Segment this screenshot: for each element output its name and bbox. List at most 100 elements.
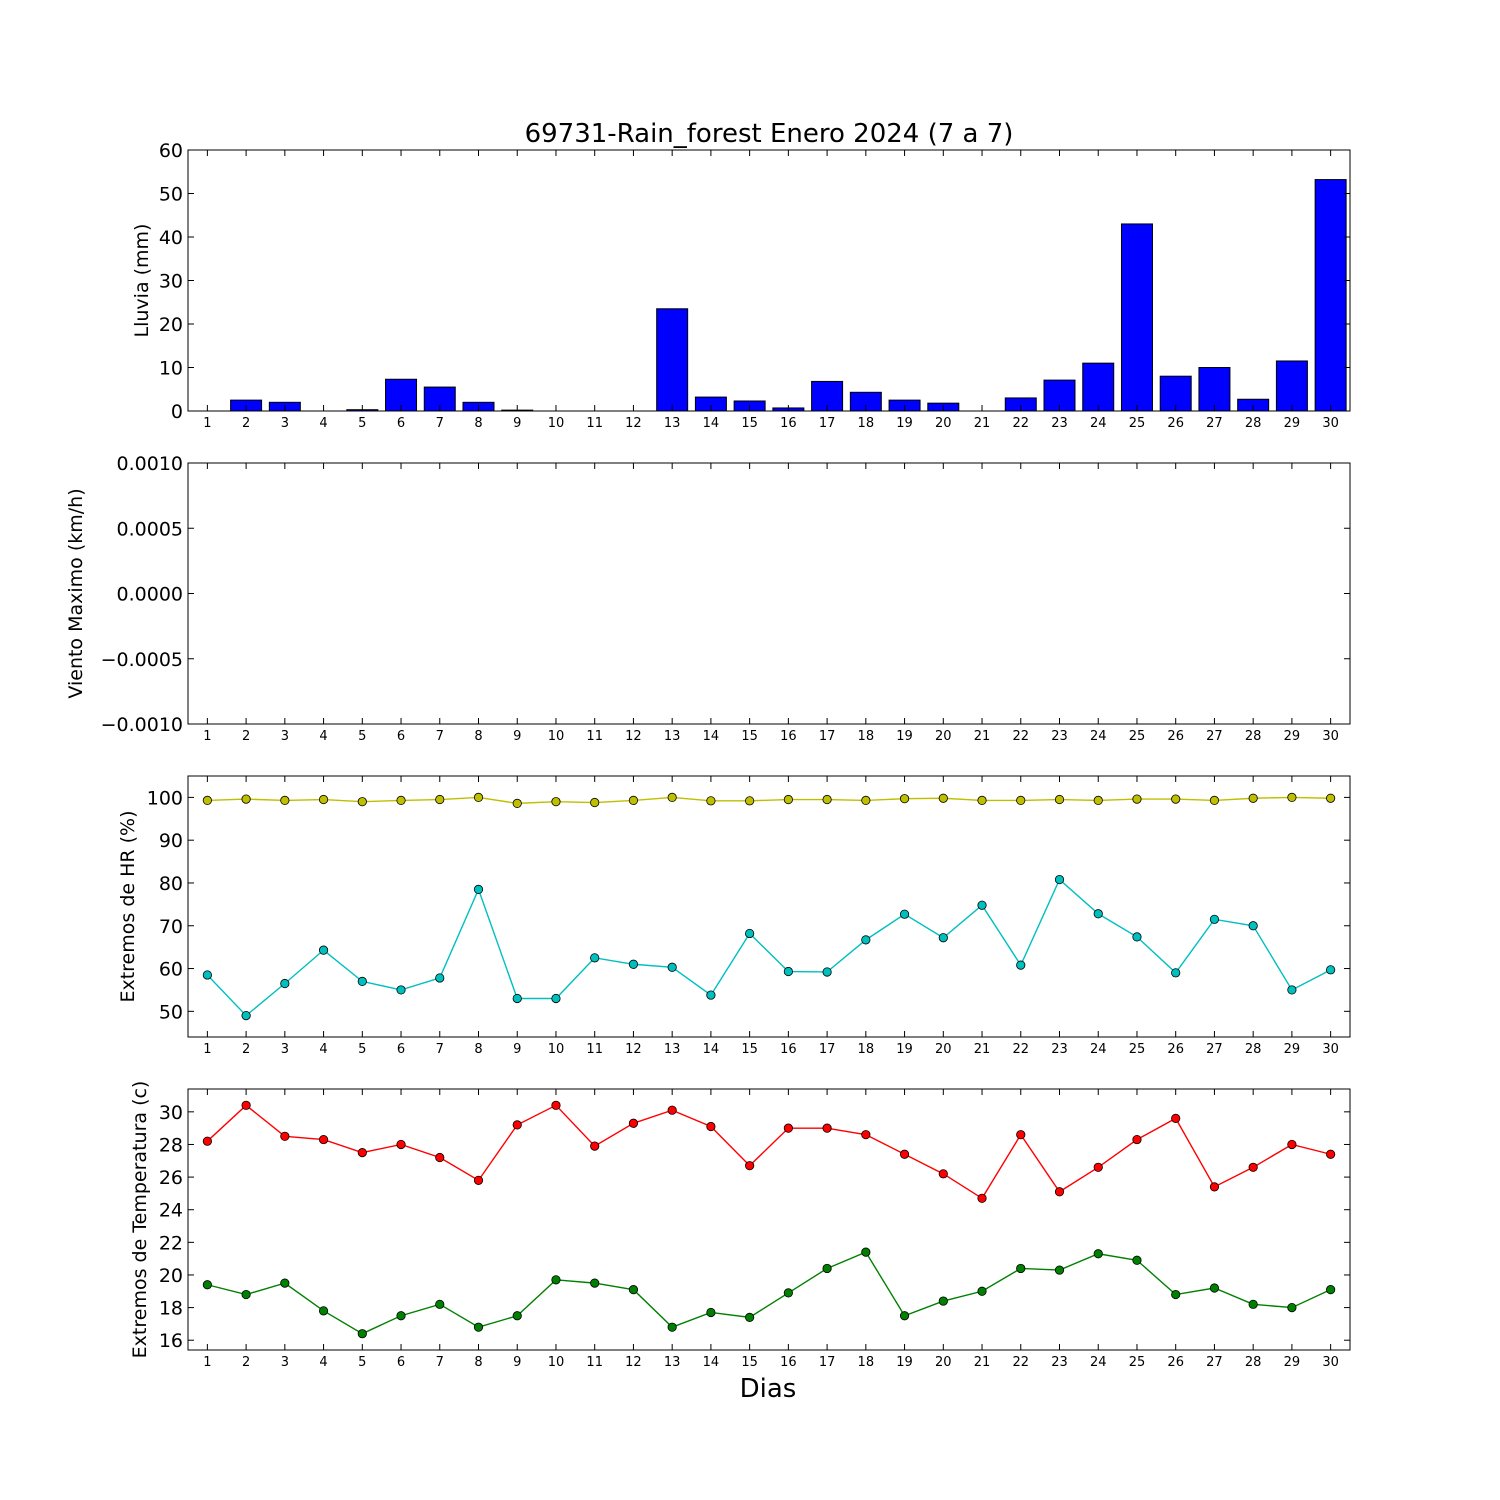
x-tick-label: 20: [935, 1042, 952, 1057]
x-tick-label: 17: [819, 416, 836, 431]
data-point: [512, 798, 522, 808]
x-tick-label: 24: [1090, 416, 1107, 431]
x-tick-label: 5: [358, 1355, 366, 1370]
x-tick-label: 15: [741, 1355, 758, 1370]
data-point: [667, 792, 677, 802]
x-tick-label: 1: [203, 416, 211, 431]
plot-frame: [187, 1088, 1351, 1351]
y-tick-label: 40: [159, 227, 183, 249]
x-tick-label: 3: [281, 416, 289, 431]
bar: [656, 308, 689, 412]
data-point: [1209, 795, 1220, 805]
data-point: [280, 1278, 290, 1288]
data-point: [396, 795, 406, 805]
x-tick-label: 27: [1206, 1042, 1223, 1057]
data-point: [628, 795, 639, 805]
data-point: [1132, 794, 1142, 804]
x-tick-label: 12: [625, 416, 642, 431]
x-tick-label: 28: [1245, 416, 1262, 431]
x-tick-label: 10: [548, 729, 565, 744]
x-tick-label: 17: [819, 1042, 836, 1057]
x-tick-label: 13: [664, 729, 681, 744]
x-axis-label: Dias: [740, 1374, 797, 1404]
data-point: [861, 795, 871, 805]
data-point: [1287, 1302, 1297, 1313]
x-tick-label: 8: [474, 1355, 482, 1370]
data-point: [590, 1141, 600, 1151]
data-point: [1287, 1139, 1297, 1150]
x-tick-label: 21: [974, 729, 991, 744]
data-point: [1171, 968, 1181, 978]
series-line: [207, 796, 1331, 805]
x-tick-label: 11: [586, 416, 603, 431]
y-tick-label: 0.0000: [117, 584, 183, 606]
x-tick-label: 6: [397, 729, 405, 744]
data-point: [435, 1152, 445, 1163]
data-point: [318, 1306, 329, 1316]
x-tick-label: 22: [1012, 1042, 1029, 1057]
data-point: [938, 1169, 948, 1179]
x-tick-label: 25: [1129, 416, 1146, 431]
x-tick-label: 19: [896, 1042, 913, 1057]
data-point: [706, 796, 716, 806]
x-tick-label: 9: [513, 1042, 521, 1057]
data-point: [590, 1278, 600, 1288]
data-point: [1326, 965, 1336, 975]
data-point: [396, 1311, 406, 1321]
data-point: [667, 1105, 677, 1115]
x-tick-label: 27: [1206, 729, 1223, 744]
x-tick-label: 5: [358, 1042, 366, 1057]
data-point: [745, 796, 755, 806]
data-point: [1248, 1299, 1258, 1309]
x-tick-label: 13: [664, 1042, 681, 1057]
x-tick-label: 30: [1322, 416, 1339, 431]
data-point: [435, 1299, 445, 1309]
y-axis-label: Extremos de HR (%): [117, 810, 139, 1002]
x-tick-label: 19: [896, 1355, 913, 1370]
x-tick-label: 18: [858, 1042, 875, 1057]
x-tick-label: 19: [896, 729, 913, 744]
data-point: [938, 933, 948, 943]
x-tick-label: 26: [1167, 416, 1184, 431]
data-point: [590, 953, 600, 963]
data-point: [357, 976, 367, 986]
x-tick-label: 20: [935, 416, 952, 431]
data-point: [1054, 1265, 1065, 1275]
x-tick-label: 15: [741, 729, 758, 744]
data-point: [628, 1285, 639, 1295]
data-point: [667, 1322, 677, 1332]
data-point: [396, 1139, 406, 1150]
x-tick-label: 2: [242, 1355, 250, 1370]
y-tick-label: −0.0010: [101, 714, 183, 736]
x-tick-label: 29: [1284, 1355, 1301, 1370]
x-tick-label: 2: [242, 1042, 250, 1057]
data-point: [202, 1280, 212, 1290]
x-tick-label: 8: [474, 416, 482, 431]
x-tick-label: 27: [1206, 1355, 1223, 1370]
x-tick-label: 28: [1245, 729, 1262, 744]
data-point: [1132, 1255, 1142, 1265]
x-tick-label: 24: [1090, 729, 1107, 744]
x-tick-label: 1: [203, 1355, 211, 1370]
x-tick-label: 18: [858, 416, 875, 431]
y-tick-label: 18: [159, 1298, 183, 1320]
x-tick-label: 20: [935, 729, 952, 744]
data-point: [783, 1288, 793, 1298]
x-tick-label: 28: [1245, 1042, 1262, 1057]
x-tick-label: 1: [203, 1042, 211, 1057]
data-point: [473, 1322, 484, 1332]
data-point: [745, 1312, 755, 1322]
data-point: [512, 993, 522, 1004]
x-tick-label: 14: [703, 1355, 720, 1370]
x-tick-label: 24: [1090, 1042, 1107, 1057]
series-line: [206, 1104, 1331, 1200]
y-tick-label: 100: [147, 787, 183, 809]
data-point: [357, 1148, 367, 1158]
x-tick-label: 1: [203, 729, 211, 744]
data-point: [1093, 795, 1103, 805]
data-point: [473, 884, 484, 894]
x-tick-label: 30: [1322, 1042, 1339, 1057]
